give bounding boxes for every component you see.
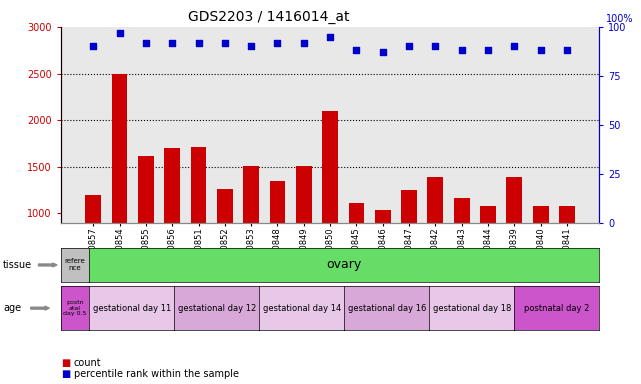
Text: postn
atal
day 0.5: postn atal day 0.5: [63, 300, 87, 316]
Bar: [190, 147, 206, 307]
Point: [509, 43, 519, 50]
Bar: [138, 156, 154, 307]
Point: [562, 47, 572, 53]
Bar: [454, 197, 470, 307]
Point: [194, 40, 204, 46]
Point: [404, 43, 414, 50]
Point: [325, 34, 335, 40]
Text: ■: ■: [61, 369, 70, 379]
Point: [246, 43, 256, 50]
Bar: [322, 111, 338, 307]
Text: gestational day 14: gestational day 14: [263, 304, 341, 313]
Point: [456, 47, 467, 53]
Point: [299, 40, 309, 46]
Text: gestational day 18: gestational day 18: [433, 304, 511, 313]
Point: [535, 47, 545, 53]
Text: percentile rank within the sample: percentile rank within the sample: [74, 369, 238, 379]
Point: [378, 49, 388, 55]
Bar: [244, 166, 259, 307]
Bar: [85, 195, 101, 307]
Text: count: count: [74, 358, 101, 368]
Text: 100%: 100%: [606, 14, 634, 24]
Bar: [480, 206, 496, 307]
Point: [483, 47, 493, 53]
Bar: [375, 210, 390, 307]
Point: [167, 40, 178, 46]
Text: gestational day 16: gestational day 16: [347, 304, 426, 313]
Bar: [164, 148, 180, 307]
Text: gestational day 12: gestational day 12: [178, 304, 256, 313]
Bar: [270, 181, 285, 307]
Point: [88, 43, 98, 50]
Point: [430, 43, 440, 50]
Point: [141, 40, 151, 46]
Bar: [428, 177, 444, 307]
Bar: [559, 206, 575, 307]
Text: ovary: ovary: [327, 258, 362, 271]
Text: gestational day 11: gestational day 11: [92, 304, 171, 313]
Point: [272, 40, 283, 46]
Text: age: age: [3, 303, 21, 313]
Bar: [533, 206, 549, 307]
Point: [115, 30, 125, 36]
Text: tissue: tissue: [3, 260, 32, 270]
Bar: [112, 73, 128, 307]
Bar: [506, 177, 522, 307]
Bar: [349, 203, 364, 307]
Point: [351, 47, 362, 53]
Text: refere
nce: refere nce: [65, 258, 85, 271]
Bar: [296, 166, 312, 307]
Text: postnatal day 2: postnatal day 2: [524, 304, 590, 313]
Bar: [401, 190, 417, 307]
Point: [220, 40, 230, 46]
Text: GDS2203 / 1416014_at: GDS2203 / 1416014_at: [188, 10, 350, 23]
Bar: [217, 189, 233, 307]
Text: ■: ■: [61, 358, 70, 368]
